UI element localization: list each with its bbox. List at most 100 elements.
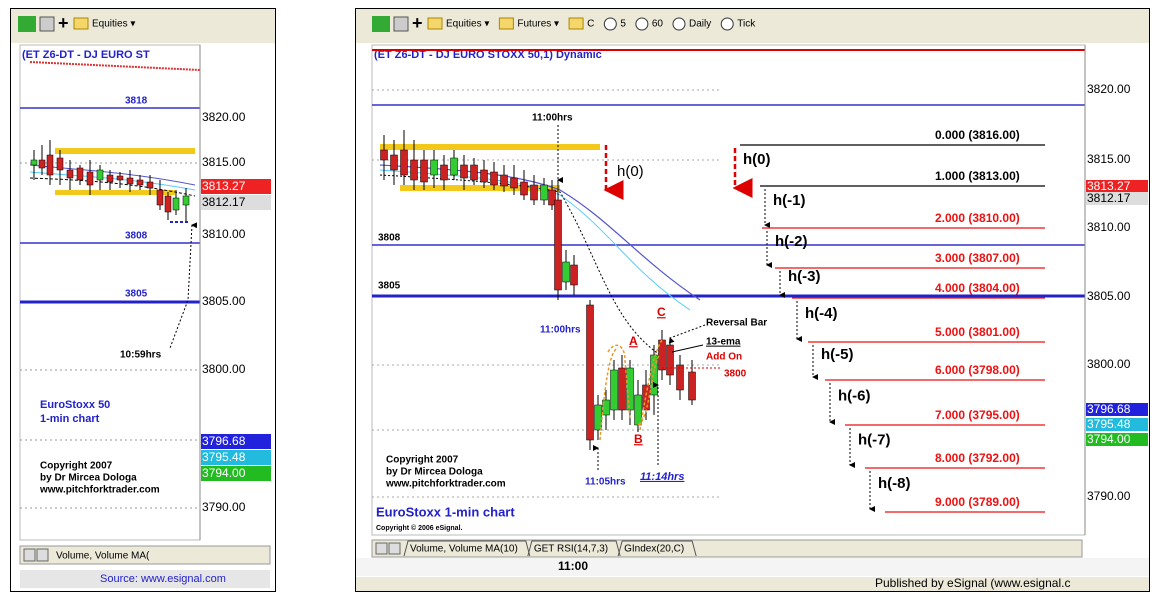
- scroll-button[interactable]: [388, 542, 401, 555]
- candle-body: [146, 181, 154, 189]
- candle-body: [106, 174, 114, 183]
- annotation: 10:59hrs: [120, 350, 162, 361]
- price-label: 3790.00: [202, 500, 246, 514]
- step-label: h(-5): [821, 346, 854, 363]
- fib-label: 5.000 (3801.00): [935, 325, 1020, 339]
- price-badge: [1086, 403, 1148, 416]
- shape: [19, 44, 201, 541]
- annotation: 3800: [724, 369, 747, 380]
- candle-body: [126, 177, 134, 185]
- tab[interactable]: GIndex(20,C): [624, 544, 684, 555]
- scroll-button[interactable]: [375, 542, 388, 555]
- price-badge: [201, 466, 271, 481]
- copyright: Copyright 2007: [40, 461, 113, 472]
- copyright: by Dr Mircea Dologa: [386, 467, 483, 478]
- interval-icon: [672, 17, 686, 31]
- shape: [73, 17, 89, 30]
- toolbar: [356, 9, 1149, 43]
- shape: [607, 344, 661, 426]
- toolbar-button[interactable]: 5: [620, 19, 626, 30]
- chart-label: EuroStoxx 50: [40, 399, 110, 411]
- candle-body: [66, 169, 74, 179]
- left-panel: + Equities ▾ (ET Z6-DT - DJ EURO ST 3818…: [11, 9, 275, 591]
- step-label: h(-6): [838, 387, 871, 404]
- level-label: 3818: [125, 96, 148, 107]
- right-frame: [355, 8, 1150, 592]
- price-badge-label: 3796.68: [1087, 402, 1131, 416]
- shape: Equities ▾ Futures ▾ C 5 60 Daily Tick: [427, 17, 756, 31]
- copyright: www.pitchforktrader.com: [39, 485, 160, 496]
- shape: [55, 190, 175, 195]
- candle-body: [450, 157, 458, 176]
- candle-body: [554, 199, 562, 291]
- annotation: Reversal Bar: [706, 318, 767, 329]
- icon[interactable]: [39, 16, 55, 32]
- shape: [29, 61, 201, 71]
- annotation: h(0): [617, 163, 644, 180]
- price-label: 3805.00: [202, 294, 246, 308]
- shape: [379, 174, 661, 356]
- candle-body: [520, 181, 528, 196]
- annotation: 11:14hrs: [640, 471, 684, 483]
- fib-label: 0.000 (3816.00): [935, 128, 1020, 142]
- toolbar-button[interactable]: C: [587, 19, 594, 30]
- price-label: 3790.00: [1087, 489, 1131, 503]
- shape: [55, 148, 195, 154]
- annotation: 11:00hrs: [540, 325, 581, 336]
- chart-label: 1-min chart: [40, 413, 100, 425]
- toolbar-button[interactable]: 60: [652, 19, 664, 30]
- candle-body: [676, 364, 684, 391]
- candle-body: [96, 169, 104, 181]
- shape: [356, 558, 1149, 576]
- label: +: [58, 13, 69, 33]
- candle-body: [56, 157, 64, 171]
- fib-label: 8.000 (3792.00): [935, 451, 1020, 465]
- price-label: 3815.00: [1087, 152, 1131, 166]
- annotation: Add On: [706, 352, 742, 363]
- label: +: [412, 13, 423, 33]
- icon[interactable]: [372, 16, 390, 32]
- shape: [379, 169, 691, 311]
- candle-body: [480, 169, 488, 183]
- toolbar-button[interactable]: Daily: [689, 19, 711, 30]
- fib-label: 9.000 (3789.00): [935, 495, 1020, 509]
- price-label: 3810.00: [202, 227, 246, 241]
- price-badge-label: 3813.27: [202, 179, 246, 193]
- fib-label: 7.000 (3795.00): [935, 408, 1020, 422]
- toolbar-button[interactable]: Equities ▾: [92, 19, 135, 30]
- icon[interactable]: [18, 16, 36, 32]
- folder-icon: [498, 17, 514, 30]
- shape: [599, 339, 663, 441]
- candle-body: [548, 189, 556, 206]
- tab[interactable]: Volume, Volume MA(: [56, 551, 150, 562]
- candle-body: [540, 184, 548, 201]
- candle-body: [86, 171, 94, 186]
- step-label: h(-1): [773, 192, 806, 209]
- candle-body: [510, 177, 518, 189]
- scroll-button[interactable]: [23, 548, 36, 562]
- price-badge: [1086, 192, 1148, 205]
- candle-body: [618, 367, 626, 411]
- shape: [356, 577, 1149, 591]
- toolbar-button[interactable]: Equities ▾: [446, 19, 489, 30]
- icon[interactable]: [393, 16, 409, 32]
- candle-body: [156, 189, 164, 206]
- interval-icon: [720, 17, 734, 31]
- toolbar-button[interactable]: Futures ▾: [517, 19, 559, 30]
- candle-body: [586, 304, 594, 441]
- candle-body: [688, 371, 696, 401]
- shape: [380, 144, 600, 150]
- tab[interactable]: Volume, Volume MA(10): [410, 544, 518, 555]
- price-label: 3820.00: [1087, 82, 1131, 96]
- fib-label: 1.000 (3813.00): [935, 169, 1020, 183]
- annotation: 11:05hrs: [585, 477, 626, 488]
- price-label: 3820.00: [202, 110, 246, 124]
- annotation: 13-ema: [706, 337, 741, 348]
- tab-border: [403, 540, 531, 557]
- scroll-button[interactable]: [36, 548, 49, 562]
- chart-title: (ET Z6-DT - DJ EURO STOXX 50,1) Dynamic: [374, 49, 602, 61]
- step-label: h(0): [743, 151, 771, 168]
- candle-body: [594, 404, 602, 431]
- toolbar-button[interactable]: Tick: [737, 19, 756, 30]
- tab[interactable]: GET RSI(14,7,3): [534, 544, 608, 555]
